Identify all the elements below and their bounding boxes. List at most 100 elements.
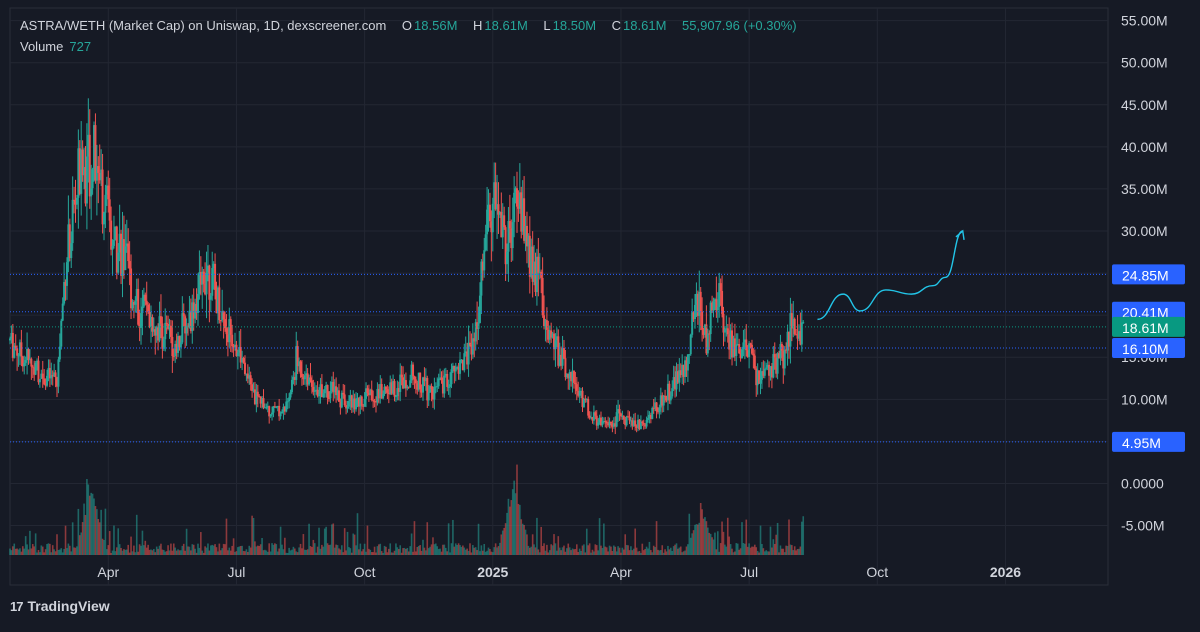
volume-bar [51, 545, 54, 555]
candle-body [342, 392, 345, 395]
candle-body [266, 406, 269, 408]
candle-body [399, 374, 402, 392]
volume-bar [87, 484, 90, 555]
volume-bar [768, 551, 770, 555]
volume-bar [40, 545, 43, 555]
volume-bar [167, 545, 169, 555]
candle-body [179, 342, 182, 348]
y-tick-label: 50.00M [1121, 55, 1168, 71]
volume-bar [459, 545, 461, 555]
volume-bar [31, 544, 34, 555]
volume-bar [46, 544, 48, 555]
volume-bar [232, 538, 235, 555]
volume-bar [580, 550, 582, 555]
candle-body [514, 188, 517, 193]
volume-bar [178, 550, 181, 555]
candle-body [376, 388, 379, 403]
candle-body [661, 395, 664, 406]
volume-bar [208, 550, 211, 555]
volume-bar [511, 489, 514, 555]
candle-body [245, 373, 248, 375]
candle-body [182, 313, 185, 317]
candle-body [518, 192, 521, 209]
volume-bar [691, 533, 693, 555]
candle-body [621, 415, 624, 417]
candle-body [437, 378, 440, 387]
candle-body [222, 311, 225, 320]
volume-bar [242, 550, 245, 555]
candle-body [638, 419, 641, 430]
candle-body [716, 307, 719, 311]
candle-body [702, 329, 705, 335]
candle-body [745, 339, 748, 351]
candle-body [285, 401, 288, 412]
candle-body [187, 325, 190, 328]
candle-body [318, 394, 321, 397]
volume-bar [363, 543, 366, 555]
candle-body [413, 376, 416, 380]
tradingview-brand[interactable]: 17 TradingView [10, 598, 110, 614]
candle-body [16, 348, 19, 356]
candle-body [85, 156, 88, 204]
volume-bar [170, 543, 172, 555]
volume-bar [566, 548, 568, 555]
candle-body [241, 358, 244, 363]
candle-body [712, 301, 715, 311]
volume-bar [353, 534, 356, 555]
volume-bar [792, 550, 795, 555]
candle-body [561, 348, 564, 366]
candle-body [302, 377, 305, 380]
volume-bar [212, 545, 215, 555]
candle-body [410, 364, 413, 381]
volume-bar [708, 532, 711, 555]
volume-bar [568, 547, 571, 555]
candle-body [205, 272, 208, 295]
volume-bar [154, 552, 157, 555]
volume-bar [406, 547, 409, 555]
volume-bar [323, 528, 326, 555]
candle-body [550, 330, 553, 338]
candle-body [464, 351, 467, 354]
volume-bar [744, 543, 746, 555]
volume-bar [405, 549, 407, 555]
close-value: 18.61M [623, 18, 667, 33]
candle-body [316, 389, 319, 397]
candle-body [548, 330, 551, 340]
candle-body [424, 377, 427, 382]
change-value: 55,907.96 (+0.30%) [682, 18, 797, 33]
volume-bar [576, 544, 578, 555]
candle-body [609, 421, 612, 424]
candle-body [161, 323, 164, 349]
volume-bar [278, 548, 280, 555]
candle-body [239, 347, 242, 363]
volume-bar [262, 550, 265, 555]
volume-bar [524, 529, 527, 555]
volume-bar [647, 548, 649, 555]
volume-bar [642, 550, 645, 555]
volume-bar [244, 551, 246, 555]
volume-bar [557, 536, 560, 555]
candle-body [98, 172, 101, 181]
candle-body [457, 367, 460, 374]
candle-body [659, 395, 662, 408]
volume-bar [469, 543, 471, 555]
candle-body [73, 199, 76, 201]
volume-bar [624, 534, 627, 555]
candle-body [204, 283, 207, 295]
candle-body [94, 125, 97, 181]
volume-bar [578, 548, 581, 555]
candle-body [461, 359, 464, 371]
volume-bar [117, 528, 120, 555]
volume-bar [773, 543, 776, 555]
candle-body [194, 303, 197, 319]
candle-body [789, 313, 792, 347]
candle-body [78, 148, 81, 194]
candle-body [229, 319, 232, 335]
volume-bar [47, 543, 50, 555]
candle-body [500, 212, 503, 238]
candle-body [541, 277, 544, 316]
volume-bar [530, 546, 533, 555]
candle-body [721, 290, 724, 314]
